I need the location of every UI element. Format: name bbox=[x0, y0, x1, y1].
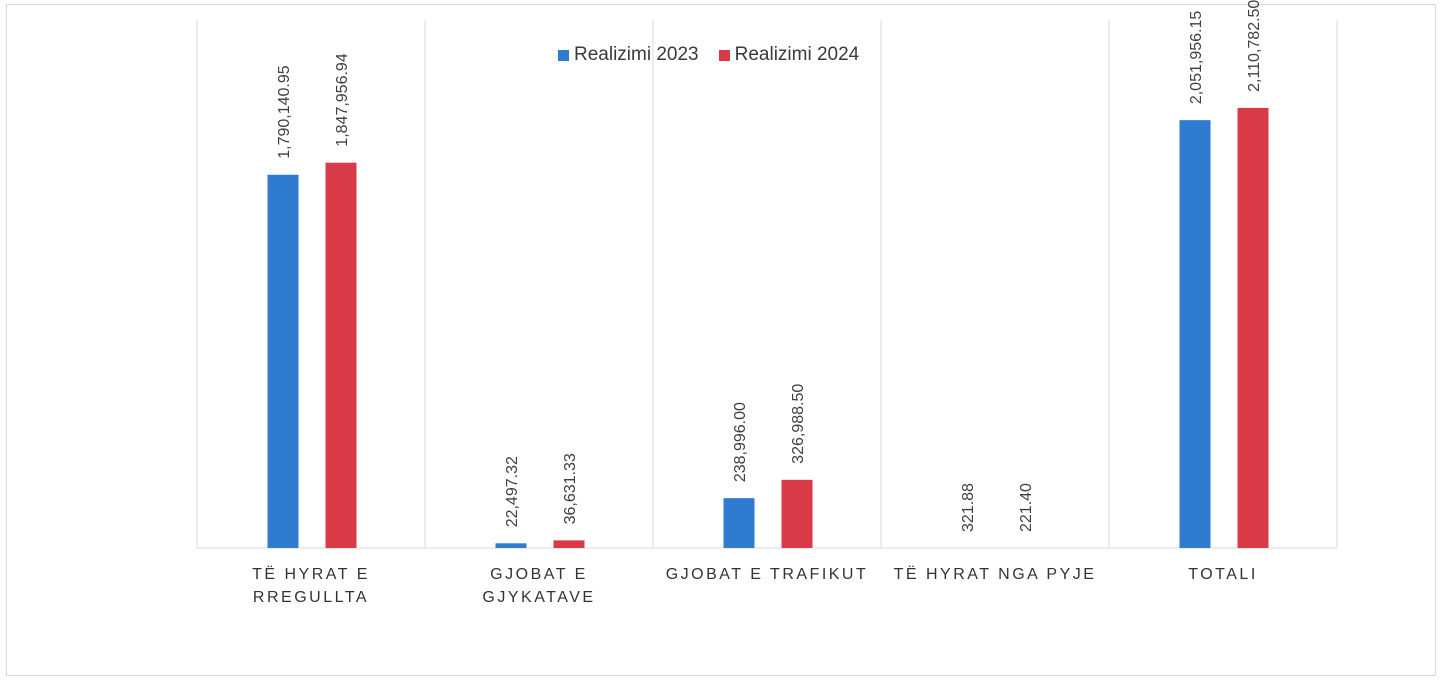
category-label-line: GJYKATAVE bbox=[482, 589, 596, 606]
data-label: 36,631.33 bbox=[562, 453, 579, 524]
category-label: GJOBAT E TRAFIKUT bbox=[652, 563, 882, 586]
data-label: 1,790,140.95 bbox=[276, 65, 293, 159]
data-label: 1,847,956.94 bbox=[334, 53, 351, 147]
data-label: 22,497.32 bbox=[504, 456, 521, 527]
bar-realizimi-2023-2 bbox=[723, 498, 755, 548]
bar-realizimi-2024-2 bbox=[781, 479, 813, 548]
bar-realizimi-2023-0 bbox=[267, 174, 299, 548]
data-label: 238,996.00 bbox=[732, 402, 749, 482]
legend-label-2024: Realizimi 2024 bbox=[734, 44, 860, 65]
category-label: GJOBAT E GJYKATAVE bbox=[424, 563, 654, 609]
category-label: TË HYRAT NGA PYJE bbox=[880, 563, 1110, 586]
category-label-line: TOTALI bbox=[1188, 566, 1258, 583]
data-label: 326,988.50 bbox=[790, 384, 807, 464]
legend: Realizimi 2023 Realizimi 2024 bbox=[558, 44, 879, 66]
bar-realizimi-2024-1 bbox=[553, 540, 585, 548]
category-label: TOTALI bbox=[1108, 563, 1338, 586]
bar-realizimi-2023-4 bbox=[1179, 120, 1211, 548]
bar-realizimi-2024-4 bbox=[1237, 107, 1269, 548]
data-label: 2,110,782.50 bbox=[1246, 0, 1263, 92]
category-label: TË HYRAT E RREGULLTA bbox=[196, 563, 426, 609]
category-label-line: TË HYRAT E bbox=[252, 566, 370, 583]
bar-realizimi-2024-0 bbox=[325, 162, 357, 548]
legend-item-2023: Realizimi 2023 bbox=[558, 44, 699, 66]
chart-frame bbox=[6, 4, 1436, 676]
category-label-line: GJOBAT E TRAFIKUT bbox=[665, 566, 869, 583]
category-label-line: TË HYRAT NGA PYJE bbox=[893, 566, 1097, 583]
data-label: 321.88 bbox=[960, 483, 977, 532]
data-label: 221.40 bbox=[1018, 483, 1035, 532]
legend-swatch-2024 bbox=[718, 49, 730, 61]
legend-item-2024: Realizimi 2024 bbox=[718, 44, 860, 66]
data-label: 2,051,956.15 bbox=[1188, 11, 1205, 105]
category-label-line: RREGULLTA bbox=[252, 589, 370, 606]
legend-swatch-2023 bbox=[558, 49, 569, 61]
legend-label-2023: Realizimi 2023 bbox=[574, 44, 699, 65]
category-label-line: GJOBAT E bbox=[490, 566, 588, 583]
bar-realizimi-2023-1 bbox=[495, 543, 527, 548]
